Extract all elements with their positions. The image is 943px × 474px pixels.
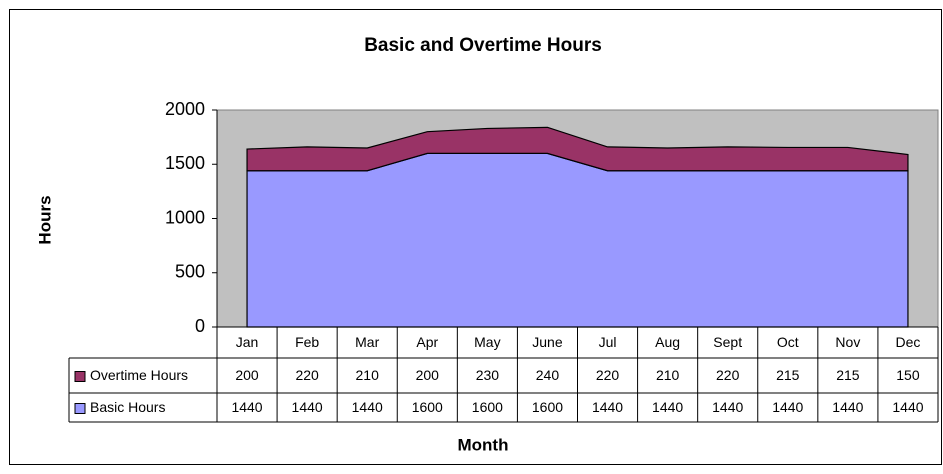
table-value: 1600 bbox=[472, 399, 503, 415]
y-tick-label: 2000 bbox=[165, 99, 205, 119]
table-value: 200 bbox=[416, 367, 440, 383]
chart-title: Basic and Overtime Hours bbox=[364, 35, 602, 56]
legend-swatch bbox=[74, 403, 86, 414]
x-tick-label: May bbox=[474, 334, 500, 350]
x-axis-label: Month bbox=[458, 435, 509, 454]
x-tick-label: Jan bbox=[236, 334, 259, 350]
y-tick-label: 1000 bbox=[165, 207, 205, 227]
y-tick-label: 1500 bbox=[165, 153, 205, 173]
area bbox=[246, 152, 909, 328]
legend-swatch bbox=[74, 371, 86, 382]
x-tick-label: Nov bbox=[835, 334, 860, 350]
table-value: 1440 bbox=[592, 399, 623, 415]
table-value: 1440 bbox=[772, 399, 803, 415]
table-value: 230 bbox=[476, 367, 500, 383]
table-value: 1440 bbox=[292, 399, 323, 415]
table-value: 210 bbox=[356, 367, 380, 383]
legend-label: Basic Hours bbox=[90, 399, 165, 415]
x-tick-label: Oct bbox=[777, 334, 799, 350]
table-value: 1440 bbox=[832, 399, 863, 415]
x-tick-label: Mar bbox=[355, 334, 379, 350]
table-value: 220 bbox=[596, 367, 620, 383]
x-tick-label: June bbox=[532, 334, 563, 350]
legend-label: Overtime Hours bbox=[90, 367, 188, 383]
x-tick-label: Apr bbox=[416, 334, 438, 350]
x-tick-label: Sept bbox=[713, 334, 742, 350]
x-tick-label: Aug bbox=[655, 334, 680, 350]
table-value: 215 bbox=[836, 367, 860, 383]
table-value: 210 bbox=[656, 367, 680, 383]
table-value: 220 bbox=[295, 367, 319, 383]
table-value: 1600 bbox=[412, 399, 443, 415]
area bbox=[246, 126, 909, 172]
table-value: 1440 bbox=[352, 399, 383, 415]
y-axis-label: Hours bbox=[35, 195, 54, 244]
y-tick-label: 500 bbox=[175, 262, 205, 282]
table-value: 1600 bbox=[532, 399, 563, 415]
table-value: 220 bbox=[716, 367, 740, 383]
table-value: 1440 bbox=[231, 399, 262, 415]
x-tick-label: Jul bbox=[599, 334, 617, 350]
table-value: 200 bbox=[235, 367, 259, 383]
table-value: 1440 bbox=[892, 399, 923, 415]
table-value: 1440 bbox=[712, 399, 743, 415]
y-tick-label: 0 bbox=[195, 316, 205, 336]
table-value: 150 bbox=[896, 367, 920, 383]
table-value: 240 bbox=[536, 367, 560, 383]
table-value: 1440 bbox=[652, 399, 683, 415]
x-tick-label: Feb bbox=[295, 334, 319, 350]
x-tick-label: Dec bbox=[896, 334, 921, 350]
table-value: 215 bbox=[776, 367, 800, 383]
